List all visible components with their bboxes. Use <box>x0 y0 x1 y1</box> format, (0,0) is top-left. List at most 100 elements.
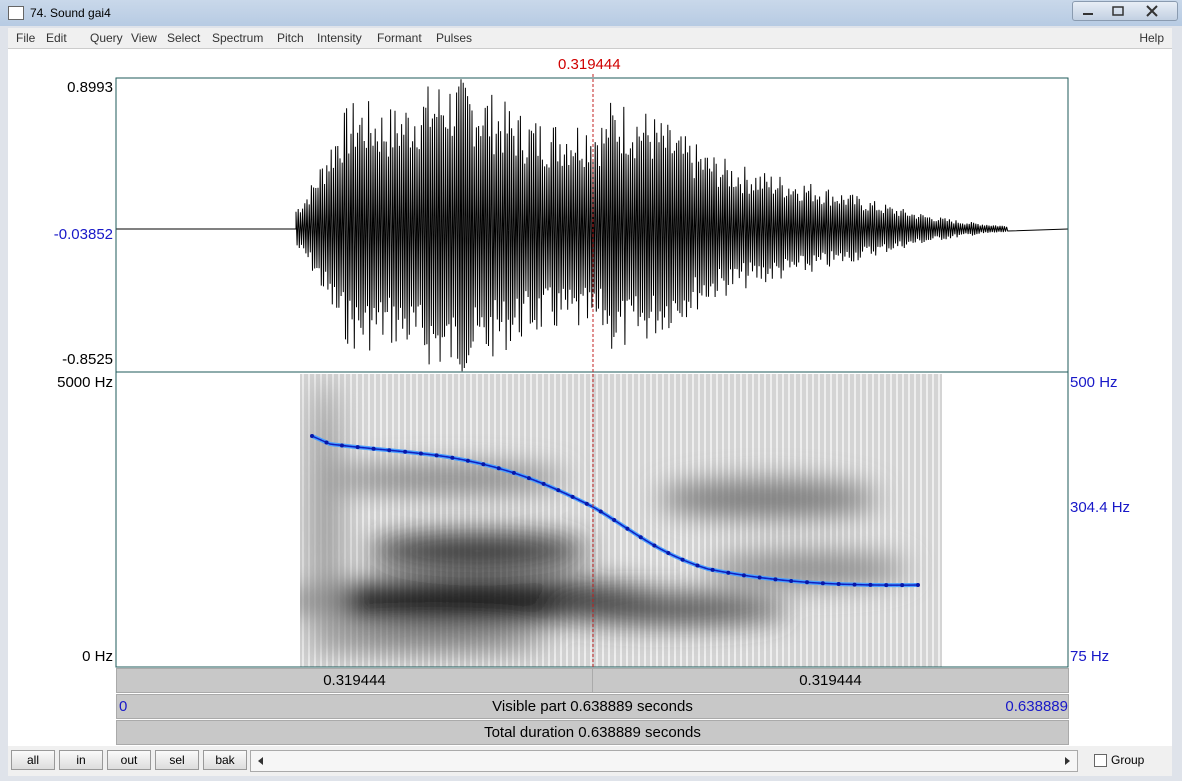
zoom-button[interactable]: sel <box>155 750 199 770</box>
pitch-point <box>324 440 329 445</box>
pitch-point <box>757 575 762 580</box>
zoom-button[interactable]: in <box>59 750 103 770</box>
menu-item[interactable]: View <box>131 31 157 45</box>
waveform-trace <box>116 79 1069 372</box>
menu-item[interactable]: Intensity <box>317 31 362 45</box>
pitch-point <box>638 535 643 540</box>
visible-bar[interactable]: 0 Visible part 0.638889 seconds 0.638889 <box>116 694 1069 719</box>
group-checkbox[interactable] <box>1094 754 1107 767</box>
scroll-right[interactable] <box>1065 757 1070 765</box>
pitch-point <box>652 543 657 548</box>
pitch-point <box>481 462 486 467</box>
pitch-contour <box>311 435 919 586</box>
menu-bar: Help File Edit Query View Select Spectrum Pitc… <box>8 28 1172 49</box>
pitch-point <box>556 488 561 493</box>
spectrogram-frame <box>115 371 1069 668</box>
pitch-point <box>741 573 746 578</box>
selection-left: 0.319444 <box>323 672 386 689</box>
spectrogram-bottom: 0 Hz <box>82 648 113 665</box>
spectrogram-top: 5000 Hz <box>57 374 113 391</box>
pitch-point <box>339 443 344 448</box>
scroll-left[interactable] <box>258 757 263 765</box>
window-control-icons <box>1083 5 1158 17</box>
waveform <box>116 79 1069 372</box>
pitch-point <box>434 453 439 458</box>
title-bar: 74. Sound gai4 <box>0 0 1182 26</box>
menu-help[interactable]: Help <box>1139 31 1164 45</box>
pitch-point <box>680 557 685 562</box>
pitch-point <box>541 481 546 486</box>
pitch-point <box>526 476 531 481</box>
selection-right: 0.319444 <box>799 672 862 689</box>
visible-end: 0.638889 <box>1005 698 1068 715</box>
editor-canvas <box>115 74 1069 668</box>
group-label: Group <box>1111 753 1145 767</box>
wave-min: -0.8525 <box>62 351 113 368</box>
menu-item[interactable]: Edit <box>46 31 67 45</box>
wave-max: 0.8993 <box>67 79 113 96</box>
pitch-point <box>570 494 575 499</box>
sound-editor: 0.319444 0.8993 -0.03852 -0.8525 5000 Hz… <box>8 49 1172 746</box>
formant <box>308 629 548 649</box>
pitch-point <box>868 582 873 587</box>
zoom-button[interactable]: out <box>107 750 151 770</box>
menu-item[interactable]: Pitch <box>277 31 304 45</box>
pitch-point <box>310 434 314 438</box>
visible-start: 0 <box>119 698 128 715</box>
pitch-point <box>371 446 376 451</box>
pitch-cursor: 304.4 Hz <box>1070 499 1131 516</box>
bottom-bar: Group all in out sel bak <box>8 746 1172 776</box>
close-icon[interactable] <box>1146 5 1158 17</box>
pitch-point <box>511 470 516 475</box>
selection-left-bar[interactable]: 0.319444 <box>116 668 593 693</box>
scrollbar[interactable] <box>250 750 1078 772</box>
total-duration: Total duration 0.638889 seconds <box>484 724 701 741</box>
pitch-top: 500 Hz <box>1070 374 1118 391</box>
pitch-point <box>450 455 455 460</box>
restore-icon[interactable] <box>1112 6 1124 16</box>
visible-label: Visible part 0.638889 seconds <box>492 698 693 715</box>
formant <box>708 553 908 585</box>
pitch-point <box>584 501 589 506</box>
zoom-button[interactable]: all <box>11 750 55 770</box>
pitch-point <box>666 551 671 556</box>
pitch-point <box>418 451 423 456</box>
window-title: 74. Sound gai4 <box>30 6 111 20</box>
cursor-time: 0.319444 <box>558 56 621 73</box>
formant <box>368 533 588 569</box>
pitch-point <box>773 577 778 582</box>
pitch-point <box>465 458 470 463</box>
pitch-point <box>726 570 731 575</box>
pitch-point <box>852 582 857 587</box>
pitch-point <box>900 583 905 588</box>
menu-item[interactable]: Formant <box>377 31 422 45</box>
onset <box>312 379 340 659</box>
pitch-point <box>789 578 794 583</box>
pitch-point <box>612 518 617 523</box>
pitch-point <box>820 581 825 586</box>
menu-item[interactable]: Pulses <box>436 31 473 45</box>
window-controls[interactable] <box>1072 1 1178 21</box>
menu-item[interactable]: Spectrum <box>212 31 264 45</box>
pitch-point <box>916 583 920 587</box>
formant <box>548 595 788 623</box>
pitch-point <box>403 449 408 454</box>
formant <box>658 481 878 517</box>
menu-item[interactable]: File <box>16 31 36 45</box>
pitch-point <box>884 583 889 588</box>
pitch-bottom: 75 Hz <box>1070 648 1110 665</box>
window-icon <box>8 6 24 20</box>
menu-item[interactable]: Query <box>90 31 123 45</box>
scrollbar-arrows <box>258 757 1070 765</box>
zoom-button[interactable]: bak <box>203 750 247 770</box>
menu-item[interactable]: Select <box>167 31 201 45</box>
spectrogram-background <box>300 374 942 667</box>
pitch-point <box>355 445 360 450</box>
pitch-point <box>695 563 700 568</box>
pitch-point <box>496 466 501 471</box>
pitch-point <box>710 567 715 572</box>
pitch-points <box>310 434 920 588</box>
selection-right-bar[interactable]: 0.319444 <box>592 668 1069 693</box>
total-bar[interactable]: Total duration 0.638889 seconds <box>116 720 1069 745</box>
